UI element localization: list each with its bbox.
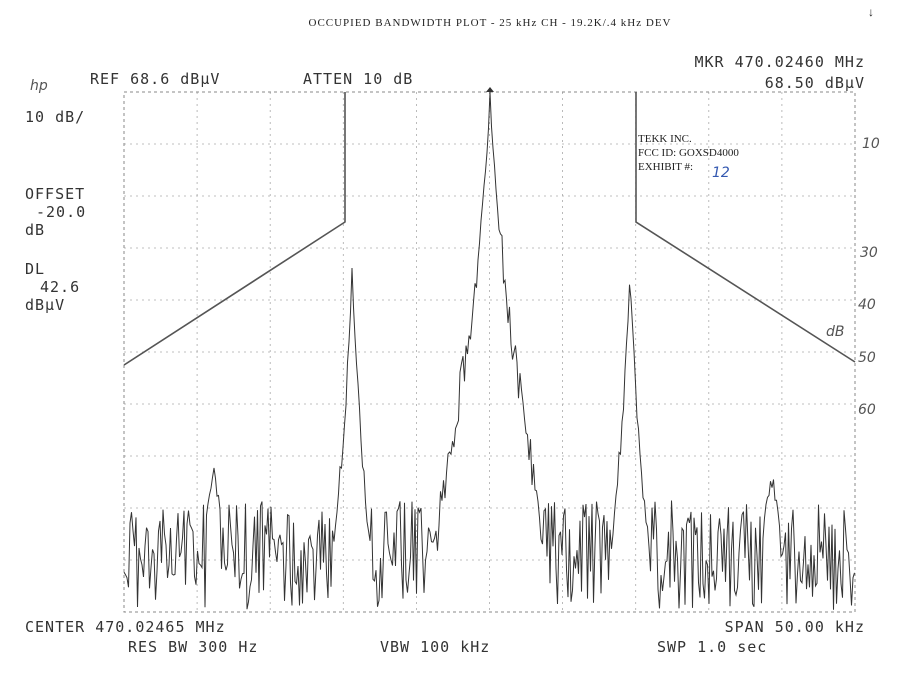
- attenuation: ATTEN 10 dB: [303, 70, 413, 88]
- marker-level: 68.50 dBµV: [765, 74, 865, 92]
- hp-logo: hp: [30, 78, 48, 94]
- spectrum-trace: [123, 91, 855, 610]
- dl-label: DL: [25, 260, 45, 278]
- scale: 10 dB/: [25, 108, 85, 126]
- plot-frame: [123, 91, 856, 613]
- marker-frequency: MKR 470.02460 MHz: [694, 53, 865, 71]
- stamp-company: TEKK INC.: [638, 133, 692, 145]
- handwritten-note: 60: [858, 402, 876, 418]
- offset-unit: dB: [25, 221, 45, 239]
- corner-mark: ↓: [868, 5, 874, 19]
- dl-value: 42.6: [40, 278, 80, 296]
- sweep-time: SWP 1.0 sec: [657, 638, 767, 656]
- offset-label: OFFSET: [25, 185, 85, 203]
- stamp-exhibit-label: EXHIBIT #:: [638, 161, 693, 173]
- mask-left: [123, 92, 346, 366]
- span: SPAN 50.00 kHz: [725, 618, 865, 636]
- handwritten-note: 10: [862, 136, 880, 152]
- dl-unit: dBµV: [25, 296, 65, 314]
- handwritten-note: 30: [860, 245, 878, 261]
- resolution-bandwidth: RES BW 300 Hz: [128, 638, 258, 656]
- handwritten-note: 40: [858, 297, 876, 313]
- marker: [486, 87, 494, 92]
- ref-level: REF 68.6 dBµV: [90, 70, 220, 88]
- offset-value: -20.0: [36, 203, 86, 221]
- video-bandwidth: VBW 100 kHz: [380, 638, 490, 656]
- stamp-fcc-id: FCC ID: GOXSD4000: [638, 147, 739, 159]
- stamp-exhibit-number: 12: [712, 165, 730, 181]
- mask-right: [635, 92, 856, 363]
- handwritten-note: dB: [826, 324, 845, 340]
- plot-title: OCCUPIED BANDWIDTH PLOT - 25 kHz CH - 19…: [309, 17, 672, 29]
- handwritten-note: 50: [858, 350, 876, 366]
- center-frequency: CENTER 470.02465 MHz: [25, 618, 226, 636]
